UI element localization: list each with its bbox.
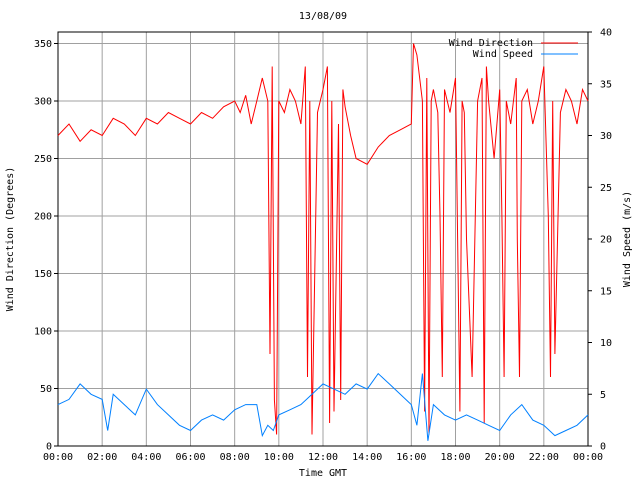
y-tick-label: 300 [34, 97, 52, 108]
x-tick-label: 10:00 [264, 452, 294, 463]
y-tick-label: 250 [34, 154, 52, 165]
y-tick-label: 150 [34, 269, 52, 280]
y-tick-label: 200 [34, 212, 52, 223]
x-tick-label: 04:00 [131, 452, 161, 463]
y-tick-label: 350 [34, 39, 52, 50]
y2-tick-label: 30 [600, 131, 612, 142]
y2-tick-label: 25 [600, 183, 612, 194]
series-line-wind-speed [57, 372, 589, 441]
x-tick-label: 18:00 [440, 452, 470, 463]
x-tick-label: 08:00 [220, 452, 250, 463]
x-tick-label: 20:00 [485, 452, 515, 463]
axis-ticks: 00:00 02:00 04:00 06:00 08:00 10:00 12:00 14:00… [34, 28, 612, 464]
y2-tick-label: 10 [600, 338, 612, 349]
x-tick-label: 02:00 [87, 452, 117, 463]
x-tick-label: 06:00 [175, 452, 205, 463]
y2-tick-label: 20 [600, 235, 612, 246]
y-axis-label-right: Wind Speed (m/s) [622, 191, 633, 287]
series-layer [57, 43, 589, 441]
x-tick-label: 16:00 [396, 452, 426, 463]
y2-tick-label: 5 [600, 390, 606, 401]
y-tick-label: 100 [34, 327, 52, 338]
y2-tick-label: 0 [600, 442, 606, 453]
x-axis-label: Time GMT [299, 468, 347, 479]
series-line-wind-direction [57, 43, 589, 435]
y2-tick-label: 35 [600, 79, 612, 90]
y-tick-label: 0 [46, 442, 52, 453]
x-tick-label: 00:00 [573, 452, 603, 463]
y2-tick-label: 40 [600, 28, 612, 39]
y-axis-label-left: Wind Direction (Degrees) [5, 167, 16, 312]
legend: Wind Direction Wind Speed [449, 38, 578, 60]
y-tick-label: 50 [40, 384, 52, 395]
y2-tick-label: 15 [600, 286, 612, 297]
chart-title: 13/08/09 [299, 11, 347, 22]
x-tick-label: 22:00 [529, 452, 559, 463]
legend-label-wind-speed: Wind Speed [473, 49, 533, 60]
x-tick-label: 00:00 [43, 452, 73, 463]
legend-label-wind-direction: Wind Direction [449, 38, 533, 49]
x-tick-label: 12:00 [308, 452, 338, 463]
x-tick-label: 14:00 [352, 452, 382, 463]
